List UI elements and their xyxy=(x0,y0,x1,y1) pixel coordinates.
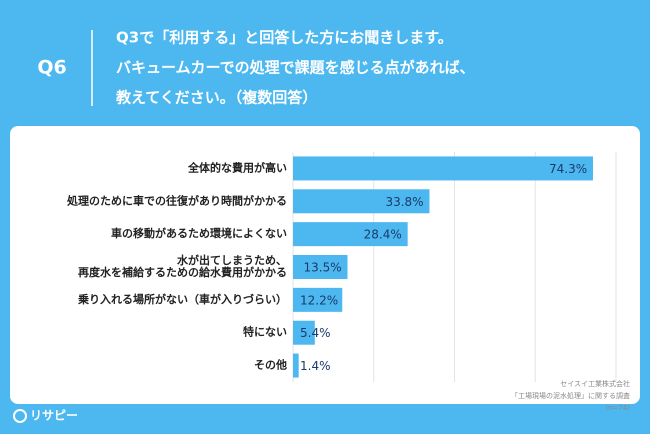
category-label: 処理のために車での往復があり時間がかかる xyxy=(66,193,287,207)
bar xyxy=(293,287,343,312)
bar xyxy=(293,156,593,181)
bar xyxy=(293,189,430,214)
source: セイスイ工業株式会社 xyxy=(560,379,630,388)
value-label: 12.2% xyxy=(300,293,338,307)
category-label: その他 xyxy=(254,358,287,372)
logo-icon xyxy=(13,409,27,423)
bar xyxy=(293,353,299,378)
category-label: 車の移動があるため環境によくない xyxy=(111,226,287,240)
value-label: 1.4% xyxy=(300,359,331,373)
title-line: 教えてください。（複数回答） xyxy=(115,89,317,107)
title-line: Q3で「利用する」と回答した方にお聞きします。 xyxy=(116,29,453,47)
bar xyxy=(293,255,348,279)
value-label: 28.4% xyxy=(364,228,402,242)
category-label: 水が出てしまうため、再度水を補給するための給水費用がかかる xyxy=(78,253,287,279)
bar xyxy=(293,222,408,247)
brand: リサピー xyxy=(30,409,78,423)
title-line: バキュームカーでの処理で課題を感じる点があれば、 xyxy=(116,59,475,77)
value-label: 74.3% xyxy=(549,162,587,176)
category-label: 特にない xyxy=(243,325,287,339)
source: (n=74) xyxy=(605,404,630,412)
category-label: 乗り入れる場所がない（車が入りづらい） xyxy=(78,292,287,306)
value-label: 33.8% xyxy=(385,195,423,209)
question-label: Q6 xyxy=(37,57,66,79)
source: 「工場現場の泥水処理」に関する調査 xyxy=(511,391,630,400)
value-label: 5.4% xyxy=(300,326,331,340)
category-label: 全体的な費用が高い xyxy=(187,160,287,174)
bar xyxy=(293,320,315,345)
value-label: 13.5% xyxy=(304,261,342,275)
